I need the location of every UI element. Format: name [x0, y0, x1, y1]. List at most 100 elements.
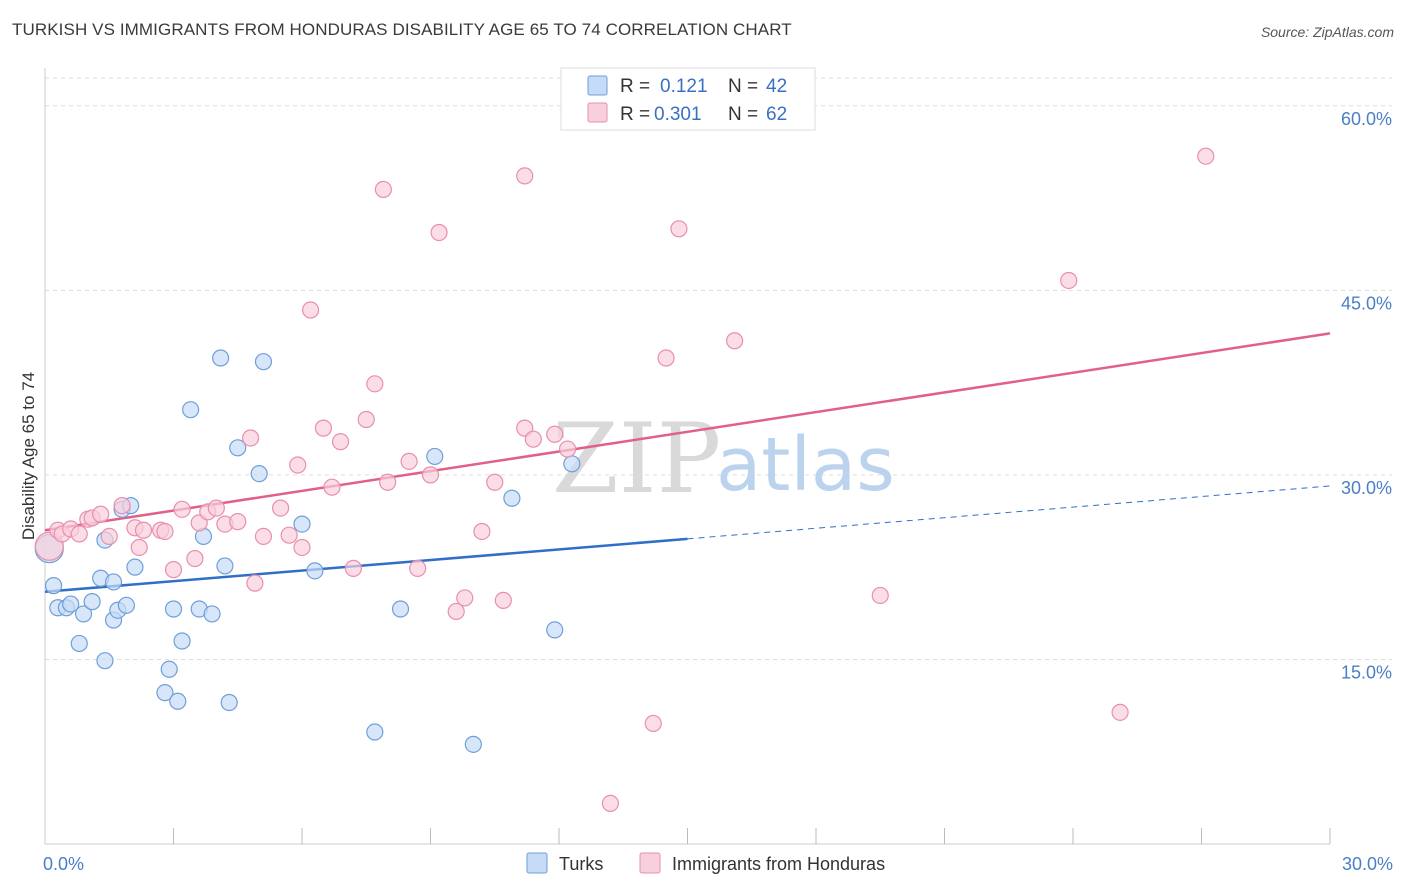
point-honduras	[271, 499, 290, 517]
bottom-legend-label-honduras: Immigrants from Honduras	[672, 854, 885, 874]
point-honduras	[447, 602, 465, 621]
point-turks	[62, 595, 80, 613]
point-honduras	[92, 505, 110, 523]
point-turks	[426, 447, 444, 466]
point-honduras	[1197, 147, 1215, 165]
point-turks	[160, 660, 178, 678]
y-tick-label: 15.0%	[1341, 662, 1392, 682]
data-points	[34, 147, 1215, 812]
correlation-legend: R = 0.121 N = 42 R = 0.301 N = 62	[560, 67, 816, 131]
point-honduras	[546, 425, 564, 443]
point-honduras	[314, 419, 333, 437]
watermark-zip: ZIP	[552, 403, 721, 515]
point-turks	[391, 600, 410, 618]
point-honduras	[400, 452, 418, 470]
legend-r-value-honduras: 0.301	[654, 104, 702, 125]
point-honduras	[357, 410, 375, 429]
point-honduras	[344, 559, 362, 577]
trend-line-honduras	[44, 332, 1331, 532]
point-honduras	[524, 430, 542, 448]
point-honduras	[173, 500, 191, 518]
point-turks	[83, 593, 101, 611]
point-turks	[173, 632, 191, 650]
point-honduras	[871, 586, 889, 605]
grid-lines	[45, 77, 1392, 660]
trend-lines	[44, 332, 1331, 594]
point-turks	[96, 652, 114, 670]
legend-swatch-turks	[587, 75, 608, 96]
point-turks	[126, 558, 144, 576]
point-turks	[70, 634, 88, 653]
point-honduras	[374, 180, 392, 199]
watermark-atlas: atlas	[716, 422, 895, 508]
point-honduras	[379, 473, 397, 491]
point-honduras	[254, 527, 273, 546]
point-honduras	[421, 466, 440, 484]
legend-r-label-turks: R =	[620, 76, 650, 97]
point-turks	[250, 465, 268, 483]
point-honduras	[558, 440, 577, 458]
legend-r-value-turks: 0.121	[660, 76, 708, 97]
point-turks	[306, 562, 324, 580]
trend-line-turks	[44, 537, 688, 594]
point-honduras	[494, 591, 512, 609]
point-turks	[293, 515, 311, 533]
point-honduras	[156, 522, 174, 541]
point-turks	[104, 573, 123, 591]
point-turks	[216, 557, 234, 575]
legend-n-value-turks: 42	[766, 76, 787, 97]
point-honduras	[186, 549, 204, 568]
point-honduras	[644, 714, 662, 733]
legend-n-value-honduras: 62	[766, 104, 787, 125]
watermark: ZIP atlas	[552, 403, 895, 515]
point-honduras	[164, 561, 183, 579]
point-honduras	[331, 433, 350, 451]
point-honduras	[1111, 703, 1129, 721]
point-honduras	[207, 499, 225, 517]
point-honduras	[130, 538, 148, 557]
point-turks	[182, 401, 200, 419]
point-turks	[254, 353, 273, 371]
point-honduras	[323, 478, 341, 496]
point-honduras	[486, 473, 504, 491]
point-turks	[164, 600, 183, 618]
point-turks	[464, 735, 482, 753]
point-turks	[563, 455, 581, 473]
point-honduras	[430, 223, 448, 242]
point-turks	[229, 439, 247, 457]
x-tick-label: 0.0%	[43, 854, 84, 874]
point-turks	[44, 577, 63, 595]
y-axis-title: Disability Age 65 to 74	[19, 372, 38, 540]
axes: 15.0% 30.0% 45.0% 60.0% 0.0% 30.0%	[43, 68, 1393, 874]
point-turks	[156, 684, 174, 702]
point-honduras	[1060, 271, 1078, 290]
point-turks	[503, 489, 521, 507]
y-tick-label: 45.0%	[1341, 293, 1392, 313]
point-turks	[546, 621, 564, 639]
source-credit: Source: ZipAtlas.com	[1260, 24, 1394, 40]
point-turks	[117, 596, 135, 614]
point-honduras	[280, 526, 298, 544]
legend-n-label-honduras: N =	[728, 104, 758, 125]
point-honduras	[301, 301, 320, 319]
point-honduras	[242, 429, 260, 447]
point-turks	[366, 723, 384, 741]
bottom-legend-swatch-turks	[526, 852, 548, 874]
point-honduras	[70, 525, 88, 543]
point-honduras	[293, 538, 311, 557]
x-tick-label: 30.0%	[1342, 854, 1393, 874]
point-honduras	[657, 349, 675, 367]
trend-line-turks-extension	[687, 485, 1331, 540]
point-honduras	[670, 220, 688, 238]
point-honduras	[100, 527, 118, 546]
point-honduras	[246, 574, 264, 592]
point-honduras	[473, 522, 491, 541]
point-honduras	[113, 497, 131, 515]
point-honduras	[289, 456, 307, 474]
point-honduras	[366, 375, 384, 393]
point-honduras	[134, 521, 153, 539]
point-turks	[212, 349, 230, 367]
y-tick-label: 30.0%	[1341, 478, 1392, 498]
point-honduras	[726, 332, 744, 350]
